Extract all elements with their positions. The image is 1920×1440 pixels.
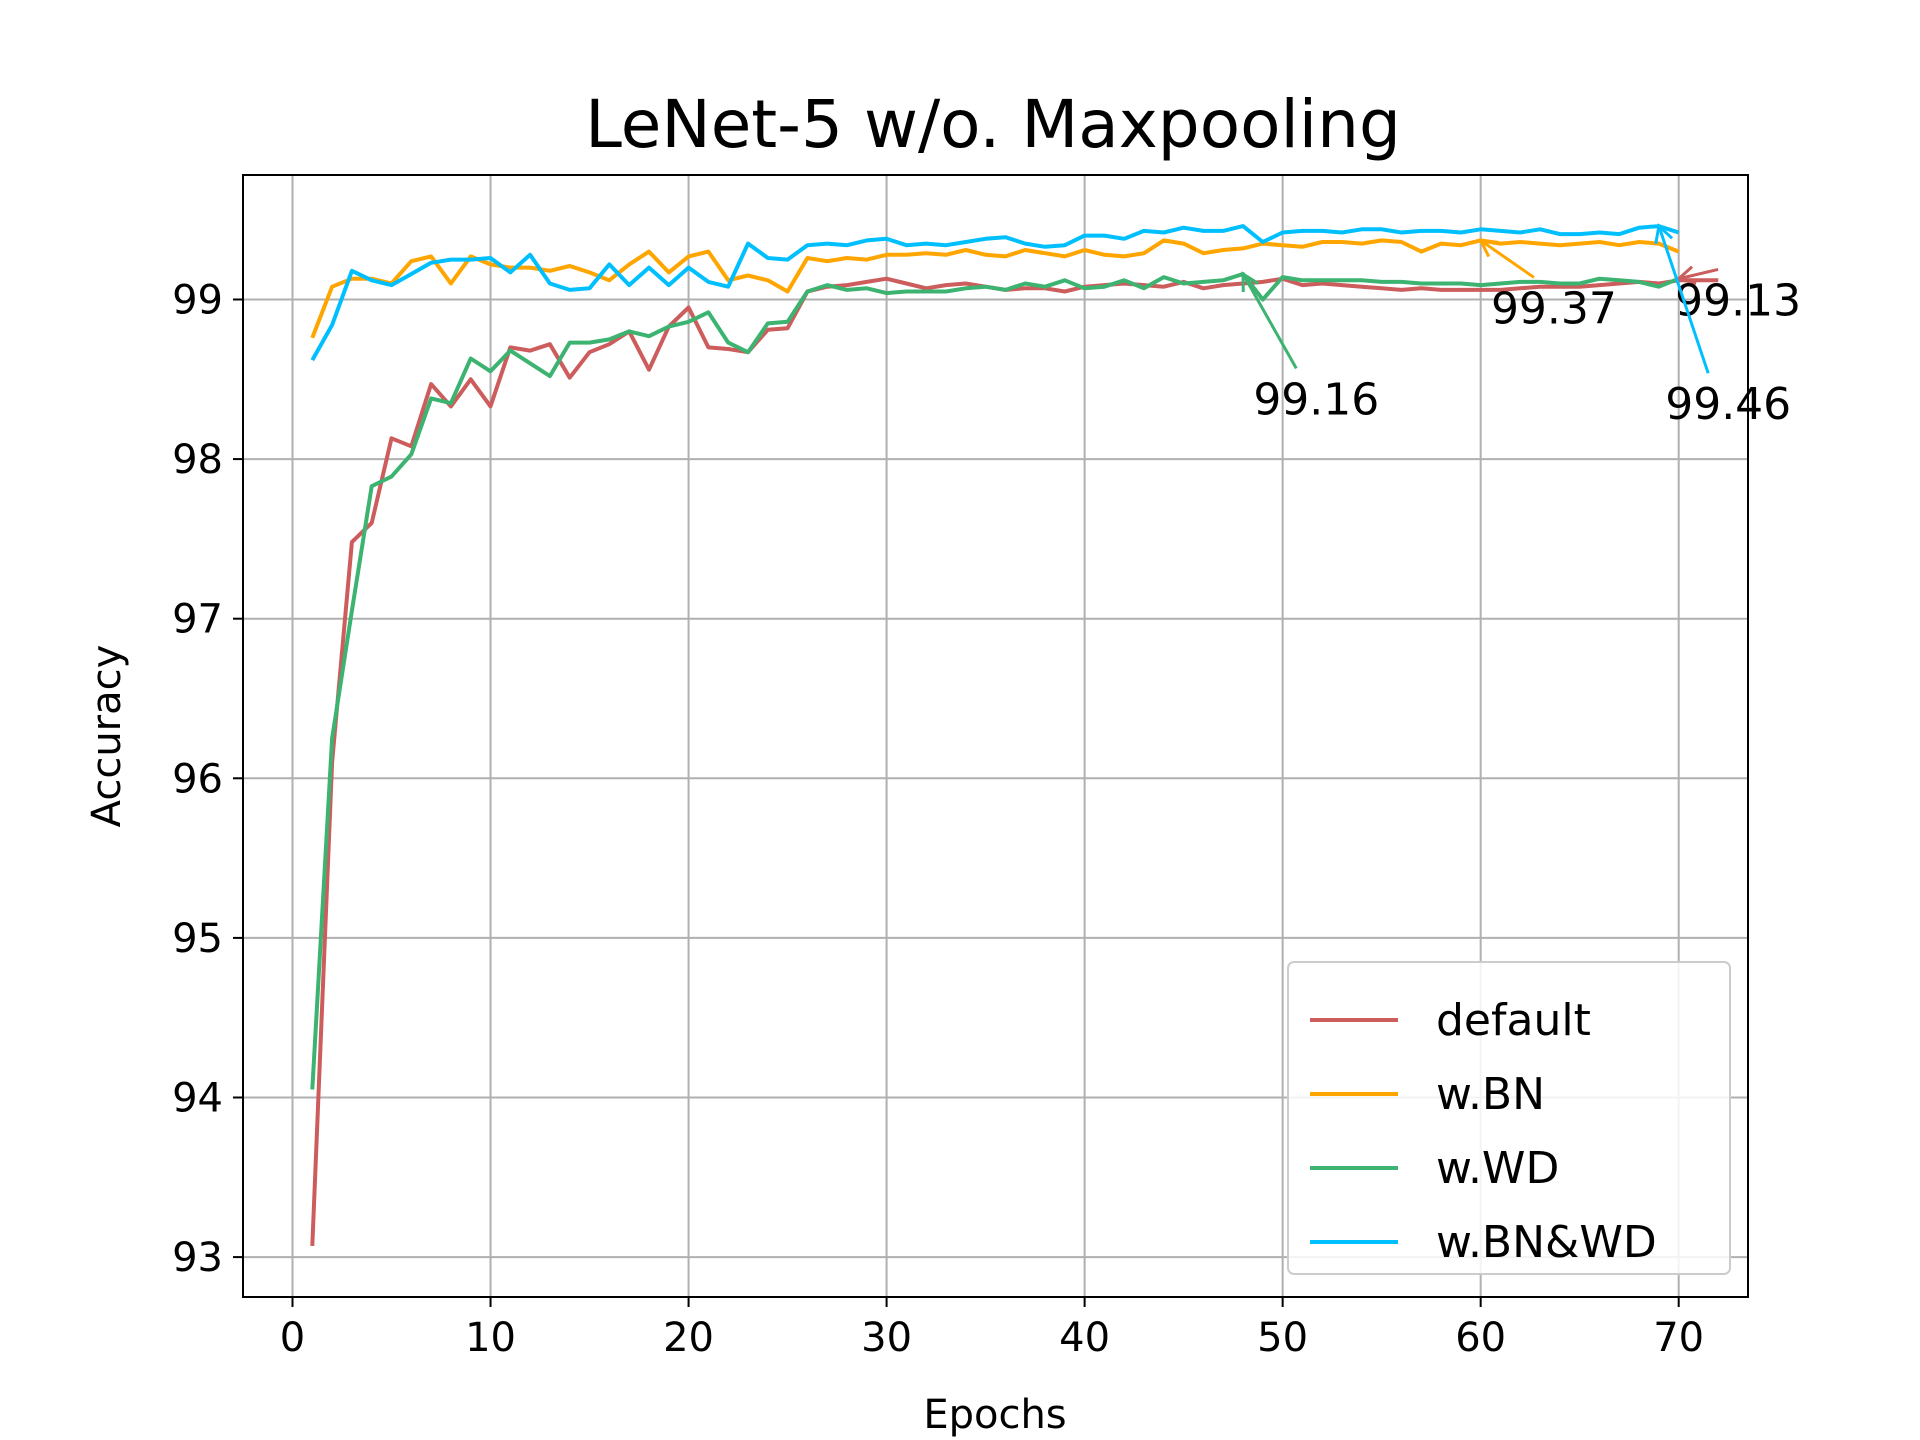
annotation-arrow	[1479, 239, 1535, 279]
series-line-default	[310, 276, 1719, 1246]
chart-title: LeNet-5 w/o. Maxpooling	[585, 86, 1401, 163]
legend-label: w.BN	[1436, 1069, 1545, 1120]
x-tick-label: 50	[1257, 1315, 1308, 1361]
annotation-arrowhead	[1675, 265, 1697, 285]
annotation-arrowhead	[1478, 238, 1499, 258]
y-tick-label: 98	[172, 437, 223, 483]
annotation-label: 99.46	[1665, 379, 1791, 430]
y-tick-label: 97	[172, 597, 223, 643]
y-tick-label: 95	[172, 916, 223, 962]
x-tick-label: 40	[1059, 1315, 1110, 1361]
legend-label: w.BN&WD	[1436, 1217, 1657, 1268]
x-tick-label: 60	[1455, 1315, 1506, 1361]
y-axis: 93 94 95 96 97 98 99	[172, 277, 243, 1281]
y-tick-label: 94	[172, 1075, 223, 1121]
y-axis-label: Accuracy	[84, 645, 130, 828]
plot-frame	[242, 174, 1749, 1298]
annotation-arrow	[1678, 267, 1719, 281]
annotation-arrow	[1241, 273, 1298, 370]
y-tick-label: 99	[172, 277, 223, 323]
x-tick-label: 30	[861, 1315, 912, 1361]
annotation-arrowhead	[1241, 271, 1260, 292]
x-tick-label: 70	[1653, 1315, 1704, 1361]
x-tick-label: 10	[465, 1315, 516, 1361]
annotation-label: 99.37	[1491, 283, 1617, 334]
x-axis-label: Epochs	[923, 1392, 1066, 1438]
legend-label: default	[1436, 995, 1591, 1046]
y-tick-label: 96	[172, 756, 223, 802]
annotation-label: 99.13	[1675, 275, 1801, 326]
legend-label: w.WD	[1436, 1143, 1559, 1194]
annotation-arrowhead	[1654, 223, 1674, 245]
x-axis: 0 10 20 30 40 50 60 70	[280, 1297, 1704, 1361]
x-tick-label: 20	[663, 1315, 714, 1361]
x-tick-label: 0	[280, 1315, 305, 1361]
grid	[243, 175, 1748, 1297]
annotation-arrow	[1657, 225, 1710, 374]
y-tick-label: 93	[172, 1235, 223, 1281]
series-line-w-wd	[310, 272, 1680, 1090]
legend: default w.BN w.WD w.BN&WD	[1287, 961, 1731, 1275]
legend-box	[1287, 961, 1731, 1275]
annotation-label: 99.16	[1253, 374, 1379, 425]
series-line-w-bn-wd	[310, 224, 1680, 362]
series-layer	[310, 224, 1719, 1246]
annotation-layer: 99.16 99.37 99.13 99.46	[1241, 223, 1801, 430]
